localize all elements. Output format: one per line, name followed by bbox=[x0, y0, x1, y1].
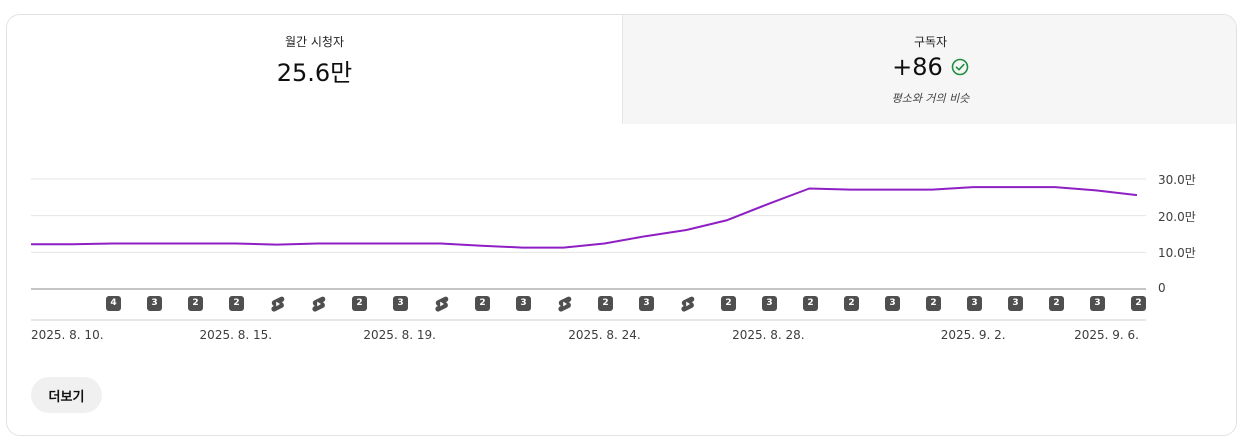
upload-count-badge[interactable]: 2 bbox=[844, 296, 859, 311]
shorts-icon[interactable] bbox=[434, 296, 449, 312]
upload-count-badge[interactable]: 3 bbox=[516, 296, 531, 311]
upload-count-badge[interactable]: 2 bbox=[803, 296, 818, 311]
shorts-icon[interactable] bbox=[680, 296, 695, 312]
subscribers-label: 구독자 bbox=[913, 35, 948, 49]
upload-count-badge[interactable]: 3 bbox=[393, 296, 408, 311]
shorts-icon[interactable] bbox=[557, 296, 572, 312]
more-button[interactable]: 더보기 bbox=[31, 377, 102, 413]
upload-count-badge[interactable]: 3 bbox=[1008, 296, 1023, 311]
analytics-card: 월간 시청자 25.6만 구독자 +86 평소와 거의 비슷 bbox=[6, 14, 1237, 436]
upload-count-badge[interactable]: 2 bbox=[229, 296, 244, 311]
shorts-icon[interactable] bbox=[311, 296, 326, 312]
upload-count-badge[interactable]: 2 bbox=[188, 296, 203, 311]
subscribers-value: +86 bbox=[892, 53, 943, 81]
upload-count-badge[interactable]: 2 bbox=[926, 296, 941, 311]
subscribers-note: 평소와 거의 비슷 bbox=[891, 92, 970, 105]
upload-count-badge[interactable]: 3 bbox=[639, 296, 654, 311]
upload-count-badge[interactable]: 4 bbox=[106, 296, 121, 311]
shorts-icon[interactable] bbox=[270, 296, 285, 312]
upload-count-badge[interactable]: 2 bbox=[352, 296, 367, 311]
monthly-viewers-value: 25.6만 bbox=[276, 59, 353, 87]
upload-count-badge[interactable]: 2 bbox=[1131, 296, 1146, 311]
subscribers-tab[interactable]: 구독자 +86 평소와 거의 비슷 bbox=[622, 15, 1236, 124]
check-circle-icon bbox=[951, 58, 969, 76]
monthly-viewers-label: 월간 시청자 bbox=[284, 35, 344, 49]
upload-count-badge[interactable]: 2 bbox=[1049, 296, 1064, 311]
upload-count-badge[interactable]: 2 bbox=[475, 296, 490, 311]
upload-count-badge[interactable]: 2 bbox=[598, 296, 613, 311]
monthly-viewers-tab[interactable]: 월간 시청자 25.6만 bbox=[7, 15, 622, 124]
upload-count-badge[interactable]: 3 bbox=[147, 296, 162, 311]
upload-count-badge[interactable]: 3 bbox=[1090, 296, 1105, 311]
subscribers-value-row: +86 bbox=[623, 53, 1236, 81]
upload-count-badge[interactable]: 2 bbox=[721, 296, 736, 311]
upload-count-badge[interactable]: 3 bbox=[762, 296, 777, 311]
upload-count-badge[interactable]: 3 bbox=[885, 296, 900, 311]
upload-count-badge[interactable]: 3 bbox=[967, 296, 982, 311]
